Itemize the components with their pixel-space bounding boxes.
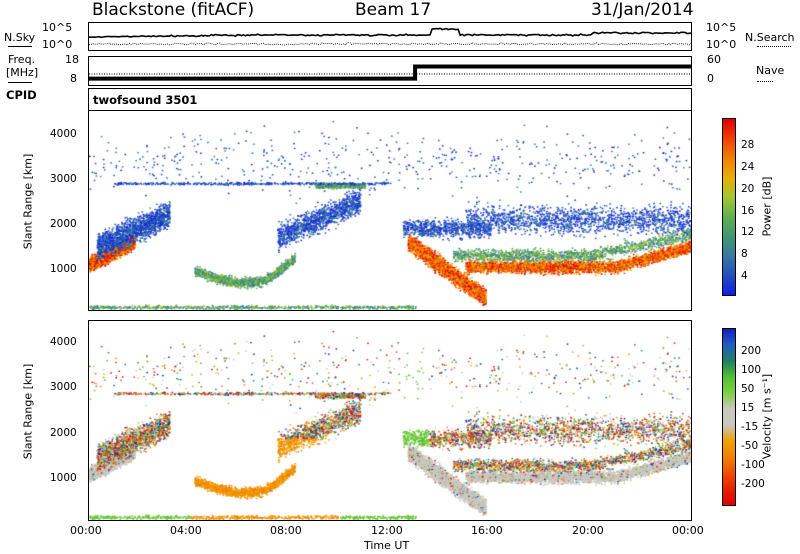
vel-cbar-tick-minus100: -100 [741,459,765,471]
cpid-panel: twofsound 3501 [88,88,692,110]
date-label: 31/Jan/2014 [591,0,694,20]
power-ylabel: Slant Range [km] [21,153,35,250]
freq-line [89,64,691,81]
noise-tick-left-bottom: 10^0 [42,38,73,51]
vel-ytick-3000: 3000 [50,381,77,393]
power-ytick-4000: 4000 [50,128,77,140]
vel-ylabel-wrap: Slant Range [km] [14,350,42,470]
power-ylabel-wrap: Slant Range [km] [14,140,42,260]
freq-plot [89,64,691,81]
freq-label: Freq. [8,53,36,66]
vel-colorbar [722,328,736,506]
station-title: Blackstone (fitACF) [92,0,255,20]
freq-tick-top: 18 [65,53,79,66]
power-cbar-tick-4: 4 [741,270,748,282]
power-colorbar [722,118,736,296]
power-ytick-2000: 2000 [50,218,77,230]
cpid-label: CPID [6,88,37,102]
power-cbar-tick-20: 20 [741,183,755,195]
vel-colorbar-gradient [723,329,735,505]
xtick-1600: 16:00 [471,524,503,537]
vel-cbar-tick-15: 15 [741,402,755,414]
power-ytick-3000: 3000 [50,173,77,185]
nave-tick-bottom: 0 [707,72,714,85]
xtick-2000: 20:00 [572,524,604,537]
beam-label: Beam 17 [355,0,432,20]
noise-search-legend-line [757,46,791,47]
xtick-0800: 08:00 [270,524,302,537]
cpid-value: twofsound 3501 [93,93,198,107]
noise-sky-legend-line [8,46,32,47]
power-cbar-tick-16: 16 [741,205,755,217]
velocity-heatmap [89,321,691,520]
vel-cbar-tick-minus200: -200 [741,478,765,490]
power-cbar-label: Power [dB] [760,176,774,237]
power-colorbar-gradient [723,119,735,295]
freq-unit-label: [MHz] [6,66,39,79]
noise-sky-line [89,27,691,39]
vel-cbar-tick-100: 100 [741,364,762,376]
vel-cbar-tick-minus50: -50 [741,440,759,452]
vel-ylabel: Slant Range [km] [21,363,35,460]
xtick-1200: 12:00 [371,524,403,537]
noise-tick-right-bottom: 10^0 [706,38,737,51]
power-heatmap [89,111,691,310]
nave-tick-top: 60 [707,53,721,66]
nave-legend-line [757,81,773,82]
noise-tick-right-top: 10^5 [706,21,737,34]
xtick-0400: 04:00 [170,524,202,537]
xtick-0000-b: 00:00 [672,524,704,537]
power-cbar-tick-28: 28 [741,139,755,151]
noise-search-label: N.Search [745,31,795,44]
power-cbar-tick-24: 24 [741,161,755,173]
noise-tick-left-top: 10^5 [42,21,73,34]
power-panel [88,110,692,311]
noise-sky-label: N.Sky [4,31,36,44]
vel-ytick-1000: 1000 [50,472,77,484]
vel-cbar-tick-50: 50 [741,383,755,395]
noise-panel [88,22,692,51]
vel-cbar-tick-200: 200 [741,345,762,357]
xtick-0000-a: 00:00 [70,524,102,537]
freq-panel [88,56,692,86]
velocity-panel [88,320,692,521]
vel-ytick-4000: 4000 [50,336,77,348]
freq-legend-line [8,82,32,83]
power-ytick-1000: 1000 [50,263,77,275]
power-cbar-tick-12: 12 [741,226,755,238]
noise-plot [89,27,691,46]
power-cbar-tick-8: 8 [741,248,748,260]
vel-cbar-label: Velocity [m s⁻¹] [760,373,774,460]
xaxis-label: Time UT [364,539,410,552]
vel-cbar-tick-minus15: -15 [741,421,759,433]
freq-tick-bottom: 8 [70,72,77,85]
noise-search-line [89,42,691,46]
nave-label: Nave [756,64,785,77]
vel-ytick-2000: 2000 [50,427,77,439]
